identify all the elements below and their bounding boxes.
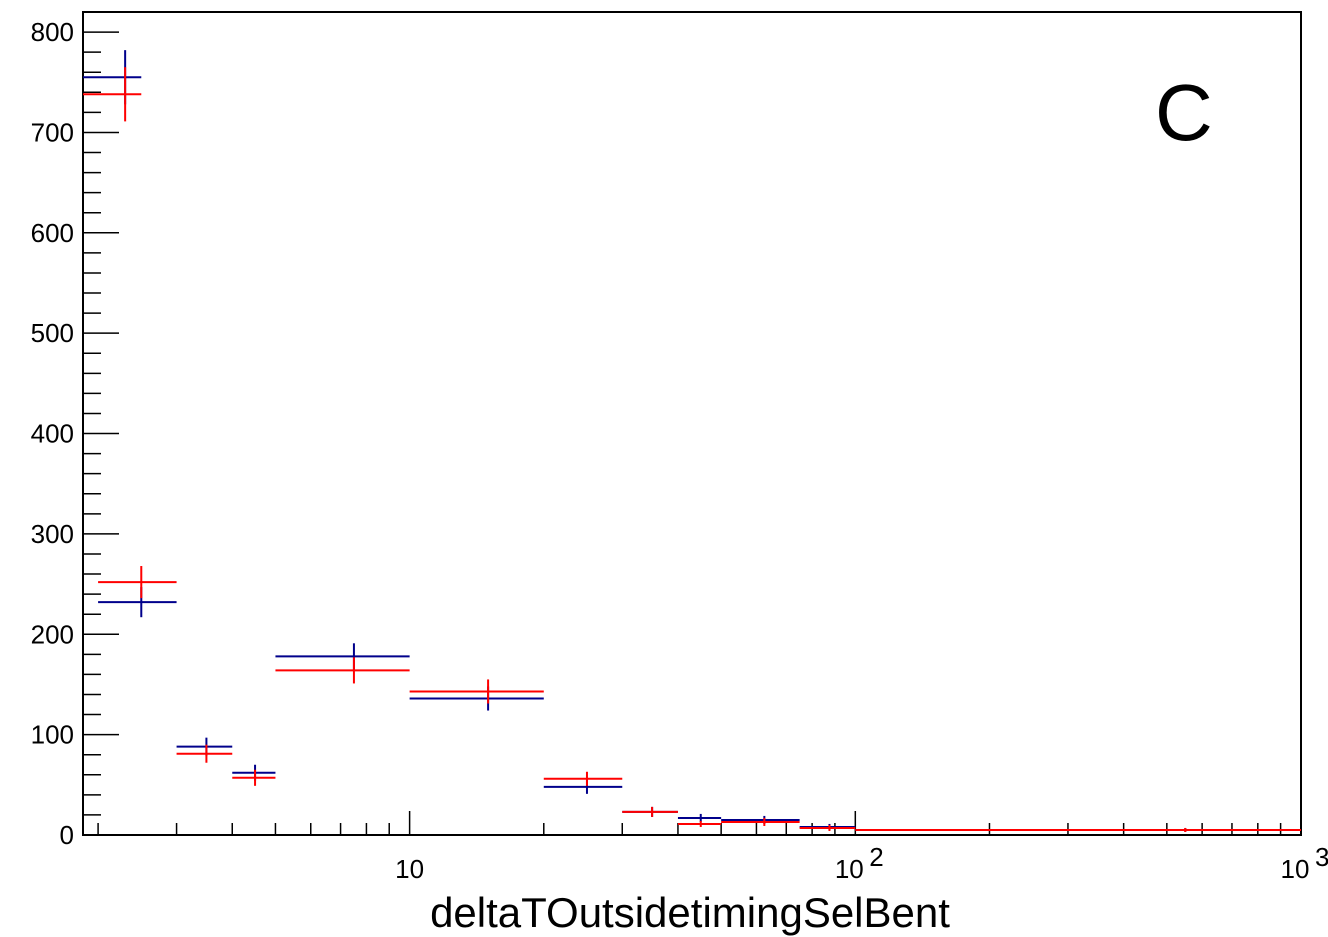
x-axis-tick-labels: 10 10 2 10 3 bbox=[395, 842, 1328, 884]
data-point bbox=[677, 820, 722, 827]
plot-frame bbox=[82, 11, 1302, 836]
y-tick-label: 0 bbox=[60, 820, 74, 850]
x-tick-label: 10 bbox=[835, 854, 864, 884]
x-tick-exponent: 3 bbox=[1315, 842, 1328, 872]
y-tick-label: 700 bbox=[31, 117, 74, 147]
data-point bbox=[275, 643, 410, 670]
y-tick-label: 600 bbox=[31, 218, 74, 248]
panel-label: C bbox=[1155, 68, 1213, 157]
data-point bbox=[275, 657, 410, 684]
series-1 bbox=[83, 50, 1301, 832]
data-point bbox=[83, 50, 142, 105]
y-axis-tick-labels: 0 100 200 300 400 500 600 700 800 bbox=[31, 17, 74, 850]
data-point bbox=[409, 679, 544, 704]
x-axis-ticks bbox=[97, 811, 1302, 835]
x-tick-exponent: 2 bbox=[869, 842, 883, 872]
data-point bbox=[677, 813, 722, 822]
data-point bbox=[721, 817, 800, 826]
x-tick-label: 10 bbox=[1281, 854, 1310, 884]
y-tick-label: 800 bbox=[31, 17, 74, 47]
x-tick-label: 10 bbox=[395, 854, 424, 884]
y-tick-label: 400 bbox=[31, 419, 74, 449]
x-axis-title: deltaTOutsidetimingSelBent bbox=[430, 889, 950, 936]
y-axis-ticks bbox=[83, 11, 119, 836]
data-point bbox=[855, 827, 1301, 832]
data-point bbox=[98, 587, 177, 618]
data-point bbox=[176, 744, 233, 763]
series-2 bbox=[83, 67, 1301, 832]
data-point bbox=[232, 769, 276, 786]
y-tick-label: 500 bbox=[31, 318, 74, 348]
data-point bbox=[543, 771, 623, 786]
y-tick-label: 200 bbox=[31, 619, 74, 649]
data-point bbox=[799, 823, 856, 830]
data-series bbox=[83, 50, 1301, 832]
data-point bbox=[409, 686, 544, 711]
data-point bbox=[98, 566, 177, 599]
data-point bbox=[799, 824, 856, 831]
data-point bbox=[83, 67, 142, 122]
data-point bbox=[543, 779, 623, 794]
y-tick-label: 300 bbox=[31, 519, 74, 549]
y-tick-label: 100 bbox=[31, 720, 74, 750]
data-point bbox=[622, 806, 678, 817]
